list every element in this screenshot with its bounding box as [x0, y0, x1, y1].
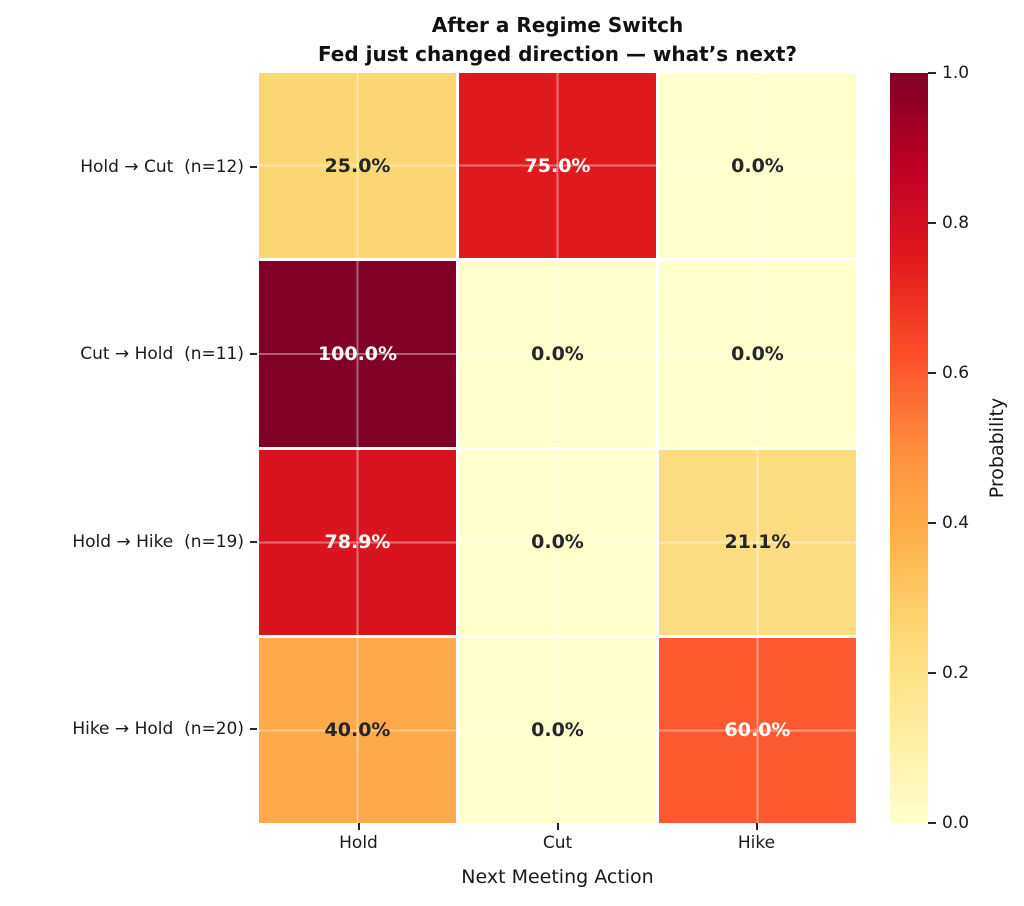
colorbar-tick-label: 0.0: [942, 813, 970, 833]
y-tick-label-text: Hike → Hold (n=20): [72, 719, 244, 740]
colorbar-tick-label: 0.6: [942, 363, 970, 383]
y-tick-mark: [250, 165, 257, 168]
x-tick-mark: [357, 823, 360, 830]
heatmap-cell-r1-c0: 100.0%: [259, 261, 456, 447]
y-axis-tick-labels: Hold → Cut (n=12) Cut → Hold (n=11) Hold →…: [0, 73, 259, 823]
x-tick-mark: [556, 823, 559, 830]
x-tick-label-text: Hike: [737, 833, 776, 853]
chart-title-line1: After a Regime Switch: [431, 13, 684, 37]
y-tick-label-row-3: Hike → Hold (n=20): [0, 636, 259, 824]
y-tick-mark: [250, 353, 257, 356]
x-axis-title: Next Meeting Action: [461, 866, 654, 888]
colorbar-tick-mark: [928, 72, 936, 74]
y-tick-label-row-2: Hold → Hike (n=19): [0, 448, 259, 636]
heatmap-cell-r0-c1: 75.0%: [459, 73, 656, 259]
x-tick-label-col-2: Hike: [657, 823, 856, 853]
heatmap-cell-r2-c2: 21.1%: [659, 449, 856, 635]
y-tick-mark: [250, 728, 257, 731]
x-axis-tick-labels: Hold Cut Hike: [259, 823, 856, 853]
x-tick-label-text: Cut: [542, 833, 573, 853]
colorbar-tick-label: 1.0: [942, 63, 970, 83]
heatmap-grid: 25.0% 75.0% 0.0% 100.0% 0.0% 0.0% 78.9% 0.0% 21.…: [259, 73, 856, 823]
heatmap-cell-r1-c2: 0.0%: [659, 261, 856, 447]
heatmap-cell-r3-c0: 40.0%: [259, 637, 456, 823]
y-tick-label-row-1: Cut → Hold (n=11): [0, 261, 259, 449]
y-tick-label-text: Hold → Hike (n=19): [72, 531, 244, 552]
colorbar-tick-mark: [928, 822, 936, 824]
heatmap-cell-r0-c2: 0.0%: [659, 73, 856, 259]
heatmap-cell-r2-c0: 78.9%: [259, 449, 456, 635]
heatmap-cell-r3-c2: 60.0%: [659, 637, 856, 823]
colorbar-tick-label: 0.2: [942, 663, 970, 683]
heatmap-cell-r1-c1: 0.0%: [459, 261, 656, 447]
x-tick-label-col-0: Hold: [259, 823, 458, 853]
colorbar-tick-label: 0.8: [942, 213, 970, 233]
chart-title-line2: Fed just changed direction — what’s next…: [317, 42, 798, 66]
colorbar: [890, 73, 928, 823]
x-tick-mark: [755, 823, 758, 830]
heatmap-cell-r2-c1: 0.0%: [459, 449, 656, 635]
colorbar-tick-label: 0.4: [942, 513, 970, 533]
colorbar-label: Probability: [986, 397, 1008, 499]
colorbar-tick-mark: [928, 672, 936, 674]
y-tick-mark: [250, 540, 257, 543]
y-tick-label-row-0: Hold → Cut (n=12): [0, 73, 259, 261]
heatmap-cell-r3-c1: 0.0%: [459, 637, 656, 823]
colorbar-tick-mark: [928, 222, 936, 224]
x-tick-label-col-1: Cut: [458, 823, 657, 853]
chart-title: After a Regime Switch Fed just changed d…: [259, 11, 856, 69]
y-tick-label-text: Cut → Hold (n=11): [80, 344, 244, 365]
colorbar-tick-mark: [928, 522, 936, 524]
x-tick-label-text: Hold: [339, 833, 378, 853]
colorbar-tick-mark: [928, 372, 936, 374]
heatmap-cell-r0-c0: 25.0%: [259, 73, 456, 259]
y-tick-label-text: Hold → Cut (n=12): [80, 156, 244, 177]
